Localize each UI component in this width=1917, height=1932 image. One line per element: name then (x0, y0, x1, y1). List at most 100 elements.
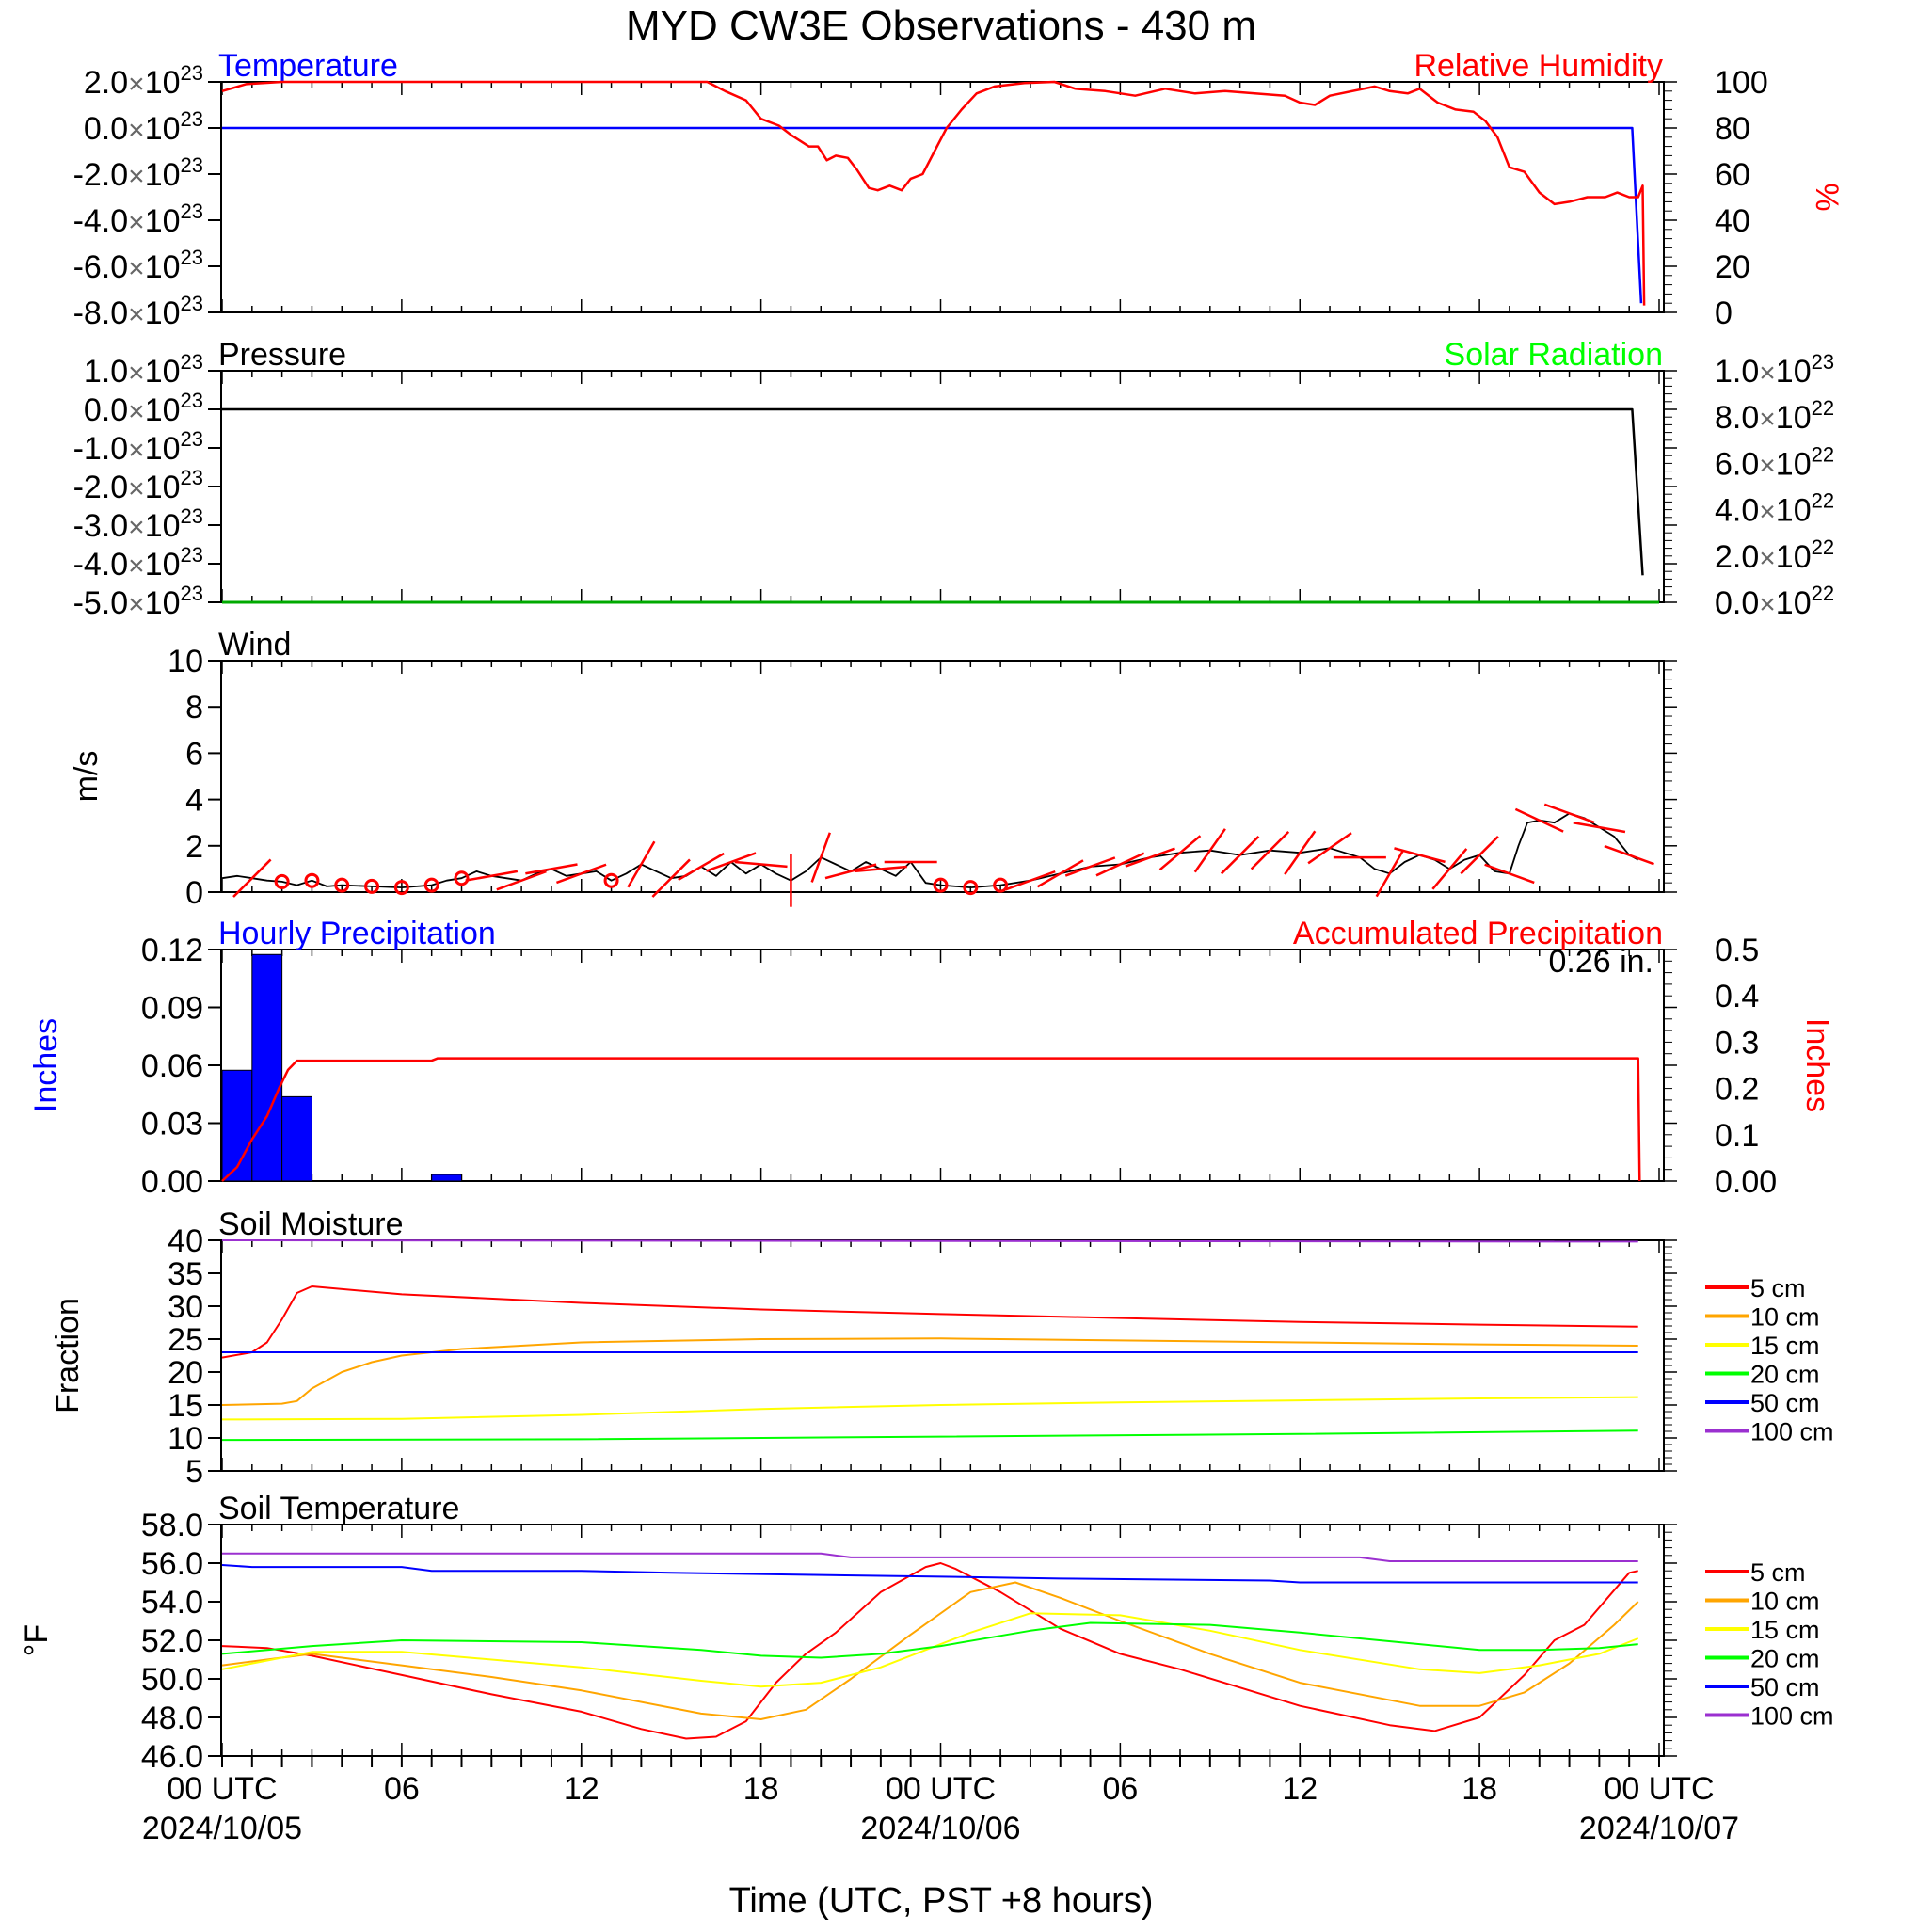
panel-temp-rh: Temperature Relative Humidity 2.0×1023 0.0×… (73, 48, 1845, 331)
wind-barb (706, 852, 757, 872)
y-tick-label-right: 0.2 (1715, 1072, 1759, 1108)
panel-frame (220, 660, 1665, 893)
x-tick-date: 2024/10/05 (142, 1811, 302, 1846)
y-tick-label-left: 56.0 (141, 1546, 203, 1582)
panel-pressure-solar: Pressure Solar Radiation1.0×10230.0×1023-… (73, 337, 1835, 621)
calm-wind-marker (334, 877, 350, 893)
legend-label: 50 cm (1750, 1673, 1820, 1701)
y-tick-label-left: 6 (185, 736, 203, 772)
y-tick-label-right: 0.5 (1715, 933, 1759, 968)
x-tick-label: 18 (743, 1771, 779, 1807)
soil-series-line (221, 1429, 1638, 1442)
legend-label: 5 cm (1750, 1558, 1806, 1587)
y-tick-label-left: 50.0 (141, 1662, 203, 1698)
wind-barb (1543, 803, 1595, 824)
y-tick-label-left: 48.0 (141, 1700, 203, 1736)
wind-barb (1431, 848, 1468, 890)
calm-wind-marker (963, 880, 979, 896)
panel-title-left: Wind (218, 627, 291, 663)
y-tick-label-right: 1.0×1023 (1715, 350, 1834, 390)
x-axis-label: Time (UTC, PST +8 hours) (729, 1881, 1154, 1921)
wind-barb (678, 852, 725, 882)
wind-barb (824, 863, 877, 880)
y-tick-label-left: -1.0×1023 (73, 427, 203, 467)
soil-series-line (221, 1581, 1639, 1720)
y-tick-label-left: 15 (168, 1388, 203, 1424)
calm-wind-marker (423, 877, 439, 893)
temperature-line (222, 126, 1643, 304)
y-tick-label-left: 0.09 (141, 991, 203, 1027)
y-axis-label-left: Inches (28, 1018, 64, 1112)
y-tick-label-left: -2.0×1023 (73, 466, 203, 505)
legend-label: 20 cm (1750, 1361, 1820, 1389)
wind-barb (496, 870, 547, 891)
x-tick-label: 18 (1462, 1771, 1497, 1807)
wind-barb (1064, 856, 1116, 877)
panel-title-left: Temperature (218, 48, 398, 84)
soil-series-line (221, 1562, 1638, 1740)
y-tick-label-left: 30 (168, 1289, 203, 1325)
legend-label: 100 cm (1750, 1418, 1834, 1446)
hourly-precip-bar (251, 953, 283, 1182)
pressure-line (222, 407, 1644, 576)
y-tick-label-right: 6.0×1022 (1715, 442, 1834, 482)
legend-label: 20 cm (1750, 1645, 1820, 1673)
soil-series-line (221, 1396, 1638, 1421)
y-tick-label-left: 46.0 (141, 1739, 203, 1775)
soil-series-line (221, 1239, 1638, 1243)
y-tick-label-left: -4.0×1023 (73, 200, 203, 239)
wind-barb (1158, 835, 1202, 871)
y-tick-label-left: -6.0×1023 (73, 246, 203, 285)
legend-label: 5 cm (1750, 1274, 1806, 1302)
y-tick-label-right: 0.3 (1715, 1025, 1759, 1061)
panel-title-left: Hourly Precipitation (218, 916, 496, 951)
x-tick-label: 12 (564, 1771, 599, 1807)
y-tick-label-left: 40 (168, 1223, 203, 1259)
panel-title-left: Soil Moisture (218, 1206, 404, 1242)
calm-wind-marker (454, 870, 470, 886)
wind-barb (1095, 852, 1145, 877)
wind-barb (1573, 822, 1626, 834)
y-tick-label-right: 0.1 (1715, 1118, 1759, 1154)
panel-soil-temp: Soil Temperature 58.056.054.052.050.048.0… (19, 1491, 1834, 1846)
legend-label: 50 cm (1750, 1389, 1820, 1417)
hourly-precip-bar (431, 1174, 462, 1182)
panel-title-right: Relative Humidity (1414, 48, 1663, 84)
wind-barb (810, 832, 832, 883)
wind-barb (1193, 828, 1226, 873)
y-tick-label-left: 1.0×1023 (84, 350, 203, 390)
calm-wind-marker (304, 872, 320, 888)
wind-barb (651, 858, 691, 898)
y-axis-label-right: % (1809, 183, 1845, 211)
y-tick-label-left: 52.0 (141, 1623, 203, 1659)
wind-barb (1005, 870, 1056, 891)
calm-wind-marker (274, 873, 290, 889)
y-tick-label-left: 2.0×1023 (84, 61, 203, 101)
y-tick-label-right: 0.00 (1715, 1164, 1777, 1200)
wind-barb (1484, 863, 1535, 885)
x-tick-date: 2024/10/07 (1579, 1811, 1739, 1846)
y-tick-label-left: 0.03 (141, 1107, 203, 1142)
x-tick-label: 00 UTC (886, 1771, 996, 1807)
y-tick-label-left: -4.0×1023 (73, 543, 203, 583)
y-tick-label-left: 8 (185, 690, 203, 726)
y-tick-label-left: 4 (185, 783, 203, 819)
y-tick-label-left: 35 (168, 1256, 203, 1292)
soil-series-line (221, 1337, 1638, 1406)
wind-barb (1220, 835, 1260, 875)
y-tick-label-right: 60 (1715, 157, 1750, 193)
legend-label: 100 cm (1750, 1702, 1834, 1731)
soil-series-line (221, 1612, 1639, 1688)
y-tick-label-right: 0 (1715, 295, 1733, 331)
wind-barb (232, 858, 272, 898)
y-tick-label-right: 0.0×1022 (1715, 582, 1834, 621)
legend-label: 15 cm (1750, 1332, 1820, 1360)
y-tick-label-left: 0.12 (141, 933, 203, 968)
wind-barb (465, 870, 519, 882)
calm-wind-marker (603, 872, 619, 888)
y-tick-label-left: 10 (168, 644, 203, 679)
y-tick-label-left: 10 (168, 1421, 203, 1457)
calm-wind-marker (933, 877, 949, 893)
relative_humidity-line (221, 80, 1646, 306)
